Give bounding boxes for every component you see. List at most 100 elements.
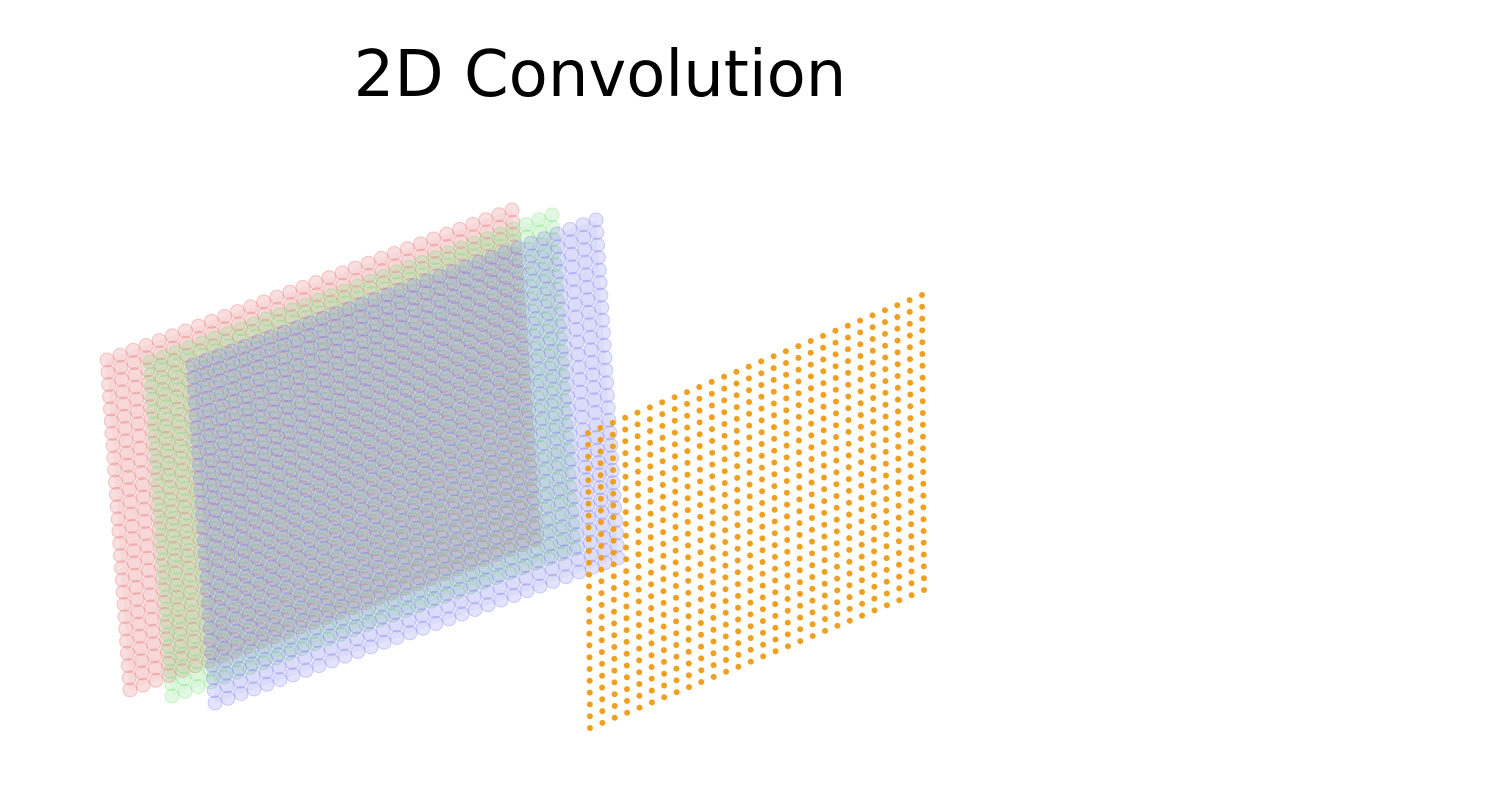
output-plane-dot — [820, 415, 827, 422]
input-plane-red-dot — [133, 641, 148, 656]
output-plane-dot — [857, 376, 864, 383]
output-plane-dot — [770, 353, 777, 360]
input-plane-red-dot — [425, 419, 441, 435]
input-plane-blue-dot — [253, 384, 269, 400]
input-plane-blue-dot — [503, 332, 519, 348]
input-plane-red-dot — [416, 473, 432, 489]
input-plane-red-dot — [283, 297, 299, 312]
input-plane-blue-dot — [246, 476, 262, 492]
output-plane-dot — [834, 599, 841, 606]
output-plane-dot — [845, 381, 852, 388]
input-plane-red-dot — [309, 475, 325, 491]
output-plane-dot — [673, 630, 680, 637]
output-plane-dot — [709, 473, 716, 480]
input-plane-blue-dot — [199, 365, 215, 381]
input-plane-red-dot — [262, 380, 278, 395]
output-plane-dot — [896, 561, 902, 568]
input-plane-red-dot — [291, 419, 307, 435]
output-plane-dot — [710, 673, 717, 680]
input-plane-red-dot — [376, 287, 392, 303]
input-plane-red-dot — [154, 369, 170, 385]
input-plane-red-dot — [288, 370, 304, 386]
input-plane-red-dot — [285, 521, 301, 537]
output-plane-dot — [599, 672, 606, 679]
input-plane-blue-dot — [396, 537, 412, 553]
input-plane-blue-dot — [582, 317, 597, 333]
output-plane-dot — [771, 471, 778, 478]
input-plane-red-dot — [410, 387, 426, 403]
output-plane-dot — [895, 443, 902, 450]
output-plane-dot — [784, 631, 791, 638]
input-plane-blue-dot — [518, 570, 534, 586]
input-plane-red-dot — [143, 599, 159, 615]
output-plane-dot — [783, 466, 790, 473]
input-plane-blue-dot — [243, 426, 259, 442]
input-plane-blue-dot — [332, 573, 348, 589]
input-plane-blue-dot — [205, 453, 220, 468]
input-plane-blue-dot — [539, 281, 555, 297]
input-plane-blue-dot — [483, 442, 499, 458]
input-plane-blue-dot — [489, 530, 505, 545]
input-plane-blue-dot — [512, 278, 528, 294]
input-plane-red-dot — [129, 391, 144, 407]
input-plane-blue-dot — [389, 630, 405, 645]
input-plane-red-dot — [323, 294, 339, 310]
input-plane-red-dot — [343, 387, 359, 403]
input-plane-red-dot — [398, 404, 413, 420]
input-plane-red-dot — [139, 538, 155, 554]
output-plane-dot — [735, 663, 742, 670]
input-plane-red-dot — [226, 443, 242, 459]
input-plane-blue-dot — [258, 459, 274, 475]
output-plane-dot — [919, 303, 926, 310]
output-plane-dot — [894, 396, 901, 403]
input-plane-red-dot — [373, 250, 389, 266]
input-plane-blue-dot — [313, 490, 329, 506]
input-plane-blue-dot — [593, 287, 609, 303]
input-plane-blue-dot — [573, 384, 589, 400]
input-plane-red-dot — [253, 445, 269, 461]
input-plane-blue-dot — [322, 410, 337, 426]
input-plane-blue-dot — [280, 592, 296, 608]
output-plane-dot — [647, 428, 653, 434]
input-plane-green-dot — [440, 245, 456, 261]
output-plane-dot — [858, 459, 865, 466]
output-plane-dot — [907, 391, 914, 398]
output-plane-dot — [710, 591, 717, 598]
input-plane-red-dot — [270, 301, 286, 317]
input-plane-blue-dot — [462, 321, 478, 337]
output-plane-dot — [623, 591, 630, 598]
input-plane-red-dot — [239, 626, 255, 642]
input-plane-blue-dot — [279, 374, 295, 390]
input-plane-red-dot — [446, 324, 461, 340]
input-plane-red-dot — [377, 487, 392, 503]
input-plane-green-dot — [158, 601, 174, 617]
input-plane-blue-dot — [355, 309, 371, 325]
input-plane-red-dot — [265, 428, 281, 444]
input-plane-red-dot — [357, 407, 373, 423]
input-plane-blue-dot — [524, 248, 540, 264]
input-plane-red-dot — [388, 270, 404, 286]
input-plane-red-dot — [271, 314, 286, 329]
input-plane-red-dot — [142, 386, 158, 402]
output-plane-dot — [660, 576, 667, 583]
output-plane-dot — [759, 547, 766, 554]
input-plane-red-dot — [292, 619, 308, 635]
input-plane-red-dot — [216, 497, 232, 513]
input-plane-red-dot — [186, 633, 202, 649]
input-plane-blue-dot — [283, 629, 299, 645]
input-plane-green-dot — [171, 394, 187, 410]
input-plane-blue-dot — [265, 367, 281, 382]
input-plane-red-dot — [387, 446, 403, 462]
input-plane-red-dot — [175, 475, 190, 490]
input-plane-red-dot — [110, 511, 126, 527]
input-plane-red-dot — [341, 551, 357, 567]
input-plane-red-dot — [156, 394, 171, 410]
input-plane-red-dot — [202, 477, 217, 493]
input-plane-blue-dot — [544, 561, 560, 577]
input-plane-blue-dot — [590, 250, 606, 266]
output-plane-dot — [710, 650, 717, 657]
input-plane-blue-dot — [452, 569, 468, 585]
input-plane-blue-dot — [192, 470, 208, 486]
output-plane-dot — [660, 599, 667, 606]
output-plane-dot — [659, 411, 666, 418]
